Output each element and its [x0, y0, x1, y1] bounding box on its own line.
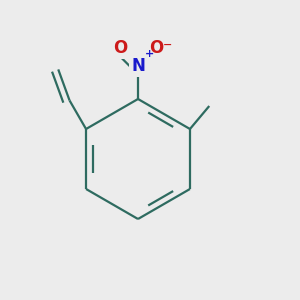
Text: +: + — [145, 50, 154, 59]
Text: O: O — [113, 39, 127, 57]
Text: N: N — [131, 57, 145, 75]
Text: −: − — [163, 40, 172, 50]
Text: O: O — [149, 39, 163, 57]
